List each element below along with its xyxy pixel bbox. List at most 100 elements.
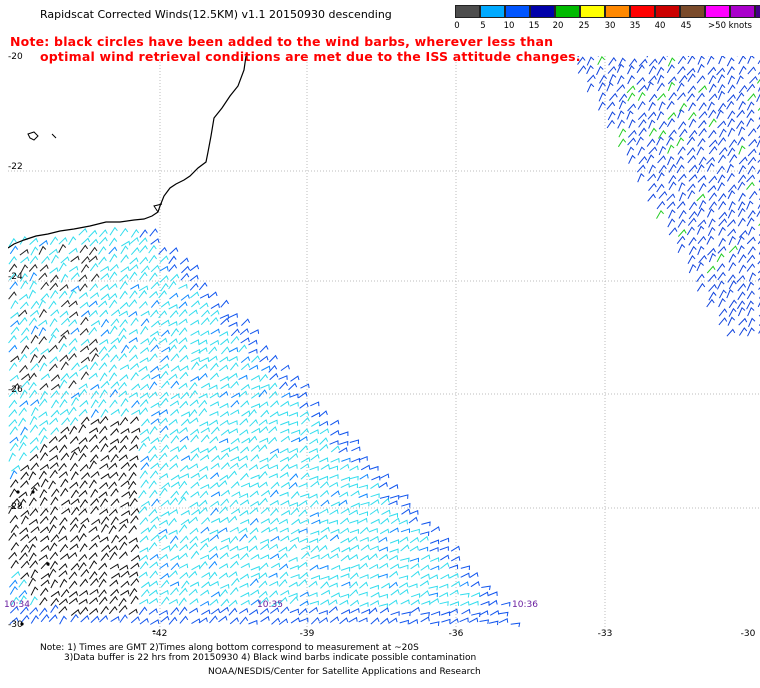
wind-barb — [656, 200, 666, 210]
wind-barb — [71, 396, 79, 406]
wind-barb — [109, 579, 119, 587]
wind-barb — [160, 511, 170, 517]
wind-barb — [598, 92, 607, 102]
wind-barb — [716, 253, 725, 263]
wind-barb — [218, 615, 228, 623]
wind-barb — [198, 393, 208, 399]
wind-barb — [340, 609, 351, 615]
wind-barb — [399, 588, 409, 596]
wind-barb — [320, 581, 330, 589]
wind-barb — [279, 571, 289, 579]
wind-barb — [129, 444, 139, 451]
wind-barb — [420, 611, 430, 617]
wind-barb — [308, 448, 318, 454]
wind-barb — [139, 516, 149, 525]
wind-barb — [469, 571, 479, 579]
wind-barb — [658, 56, 667, 65]
wind-barb — [200, 434, 210, 443]
wind-barb — [110, 381, 120, 389]
legend-label-30: 30 — [604, 21, 616, 31]
wind-barb — [80, 472, 90, 480]
wind-barb — [708, 139, 718, 148]
wind-barb — [9, 488, 18, 498]
wind-barb — [209, 436, 219, 444]
wind-barb — [78, 274, 88, 282]
wind-barb — [199, 357, 210, 363]
wind-barb — [429, 546, 439, 552]
wind-barb — [28, 471, 37, 481]
wind-barb — [88, 246, 98, 256]
lon-label-39: -39 — [299, 629, 315, 639]
wind-barb — [309, 499, 319, 508]
wind-barb — [100, 454, 110, 462]
wind-barb — [149, 365, 160, 373]
wind-barb — [170, 380, 180, 389]
wind-barb — [48, 614, 58, 622]
wind-barb — [59, 283, 69, 291]
wind-barb — [401, 611, 411, 617]
wind-barb — [646, 56, 649, 58]
wind-barb — [399, 582, 409, 589]
wind-barb — [318, 609, 328, 615]
wind-barb — [28, 552, 37, 562]
wind-barb — [738, 65, 747, 75]
wind-barb — [28, 543, 36, 553]
wind-barb — [88, 427, 99, 434]
wind-barb — [188, 409, 198, 418]
wind-barb — [747, 56, 755, 64]
wind-barb — [738, 254, 747, 263]
wind-barb — [8, 362, 18, 371]
wind-barb — [677, 121, 687, 130]
wind-barb — [228, 313, 238, 319]
wind-barb — [68, 597, 78, 605]
wind-barb — [288, 556, 298, 562]
wind-barb — [139, 399, 149, 407]
wind-barb — [161, 346, 171, 353]
wind-barb — [746, 83, 756, 92]
wind-barb — [90, 399, 99, 409]
wind-barb — [169, 428, 179, 436]
wind-barb — [30, 300, 40, 309]
wind-barb — [481, 585, 491, 591]
wind-barb — [98, 571, 108, 580]
wind-barb — [78, 523, 87, 533]
wind-barb — [49, 551, 59, 560]
wind-barb — [78, 383, 88, 390]
wind-barb — [120, 397, 129, 407]
wind-barb — [59, 553, 70, 560]
wind-barb — [728, 261, 737, 271]
wind-barb — [38, 245, 47, 255]
wind-barb — [20, 544, 30, 553]
wind-barb — [330, 546, 341, 553]
wind-barb — [727, 118, 735, 128]
wind-barb — [80, 568, 90, 577]
wind-barb — [58, 535, 68, 542]
wind-barb — [159, 275, 169, 283]
wind-barb — [278, 375, 288, 380]
wind-barb — [708, 218, 716, 228]
wind-barb — [90, 470, 100, 478]
wind-barb — [409, 545, 419, 552]
wind-barb — [209, 401, 220, 407]
wind-barb — [470, 580, 480, 588]
wind-barb — [678, 182, 686, 192]
wind-barb — [301, 551, 311, 560]
wind-barb — [160, 282, 169, 292]
wind-barb — [648, 127, 657, 137]
wind-barb — [201, 609, 211, 616]
wind-barb — [19, 272, 28, 282]
wind-barb — [249, 507, 259, 515]
wind-barb — [656, 172, 665, 182]
wind-barb — [58, 290, 68, 299]
wind-barb — [238, 374, 248, 381]
wind-barb — [358, 511, 368, 516]
wind-barb — [110, 516, 119, 526]
wind-barb — [250, 500, 260, 507]
wind-barb — [49, 560, 58, 570]
wind-barb — [200, 317, 210, 326]
wind-barb — [209, 534, 219, 541]
wind-barb — [190, 300, 200, 308]
wind-barb — [727, 274, 736, 283]
wind-barb — [108, 372, 118, 382]
wind-barb — [209, 316, 219, 325]
